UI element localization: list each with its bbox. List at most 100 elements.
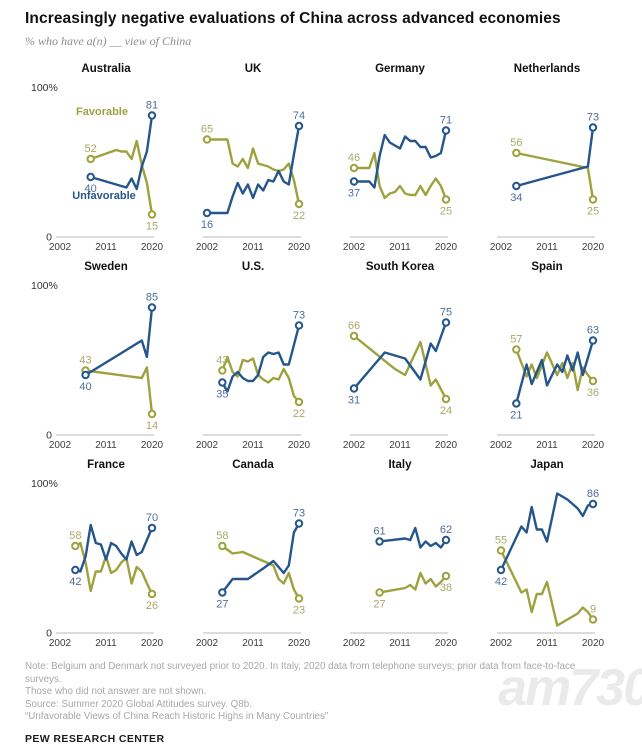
series-line-unfavorable: [74, 523, 154, 573]
value-label: 2020: [582, 242, 605, 253]
value-label: 74: [293, 110, 305, 122]
chart-country-title: Canada: [232, 459, 274, 471]
value-label: 42: [69, 576, 81, 588]
endpoint-marker: [294, 519, 304, 528]
endpoint-marker: [512, 399, 521, 408]
endpoint-marker: [294, 121, 304, 131]
value-label: 2002: [343, 242, 366, 253]
series-line-unfavorable: [221, 522, 301, 594]
value-label: 22: [293, 408, 305, 420]
endpoint-marker: [512, 181, 521, 191]
series-line-favorable: [499, 549, 595, 627]
value-label: 2011: [536, 242, 558, 253]
value-label: 2002: [196, 638, 219, 649]
value-label: 52: [85, 143, 97, 155]
chart-plot-u-s: 2002 2011 2020 43 22 35 73: [196, 310, 311, 452]
chart-plot-germany: 2002 2011 2020 46 25 37 71: [343, 115, 458, 254]
value-label: 2011: [95, 638, 117, 649]
chart-plot-italy: 2002 2011 2020 27 38 61 62: [343, 524, 458, 649]
value-label: 70: [146, 512, 158, 524]
endpoint-marker: [71, 565, 80, 575]
value-label: 2020: [288, 638, 311, 649]
series-line-favorable: [205, 138, 301, 206]
value-label: 61: [373, 526, 385, 538]
chart-country-title: Germany: [375, 63, 425, 75]
report-title: Increasingly negative evaluations of Chi…: [25, 10, 561, 27]
value-label: 27: [373, 599, 385, 611]
endpoint-marker: [218, 541, 227, 551]
series-line-favorable: [221, 544, 301, 600]
series-line-favorable: [74, 541, 154, 596]
chart-canada: Canada 2002 2011 2020 58 23 27 73: [177, 457, 324, 653]
value-label: 2020: [288, 242, 311, 253]
endpoint-marker: [218, 588, 227, 597]
chart-japan: Japan 2002 2011 2020 55 9 42 86: [471, 457, 618, 653]
value-label: 2002: [490, 440, 513, 451]
value-label: 23: [293, 605, 305, 617]
endpoint-marker: [294, 321, 304, 330]
chart-australia: Australia 100% 0 2002 2011 2020 52 15 40 81 Favora…: [30, 61, 177, 257]
value-label: 2020: [141, 638, 164, 649]
value-label: 2002: [196, 242, 219, 253]
endpoint-marker: [218, 378, 227, 387]
series-line-favorable: [515, 151, 595, 201]
favorable-series-label: Favorable: [76, 106, 128, 118]
value-label: 40: [79, 381, 91, 393]
value-label: 2011: [242, 440, 264, 451]
endpoint-marker: [441, 126, 451, 135]
chart-country-title: Italy: [388, 459, 412, 471]
chart-country-title: Spain: [531, 261, 563, 273]
series-line-unfavorable: [352, 129, 448, 189]
series-line-unfavorable: [352, 321, 448, 390]
footnote-line: Source: Summer 2020 Global Attitudes sur…: [25, 698, 252, 710]
value-label: 2020: [288, 440, 311, 451]
value-label: 14: [146, 420, 158, 432]
value-label: 2002: [49, 242, 72, 253]
series-line-unfavorable: [515, 339, 595, 405]
endpoint-marker: [588, 336, 598, 345]
chart-country-title: Sweden: [84, 261, 128, 273]
series-line-favorable: [352, 334, 448, 401]
endpoint-marker: [147, 589, 157, 599]
endpoint-marker: [147, 523, 157, 533]
value-label: 63: [587, 325, 599, 337]
value-label: 2011: [242, 242, 264, 253]
value-label: 100%: [31, 280, 58, 292]
value-label: 27: [216, 599, 228, 611]
value-label: 86: [587, 488, 599, 500]
chart-plot-uk: 2002 2011 2020 65 22 16 74: [196, 110, 311, 253]
series-line-unfavorable: [499, 492, 595, 572]
report-subtitle: % who have a(n) __ view of China: [25, 34, 192, 48]
value-label: 81: [146, 100, 158, 112]
value-label: 2020: [141, 242, 164, 253]
value-label: 43: [79, 355, 91, 367]
endpoint-marker: [375, 537, 384, 546]
unfavorable-series-label: Unfavorable: [72, 190, 136, 202]
endpoint-marker: [349, 163, 359, 173]
value-label: 75: [440, 307, 452, 319]
chart-italy: Italy 2002 2011 2020 27 38 61 62: [324, 457, 471, 653]
value-label: 55: [495, 535, 507, 547]
footnote-line: “Unfavorable Views of China Reach Histor…: [25, 711, 329, 722]
value-label: 2002: [490, 242, 513, 253]
value-label: 35: [216, 389, 228, 401]
chart-country-title: Netherlands: [513, 63, 581, 75]
value-label: 73: [293, 508, 305, 520]
value-label: 71: [440, 115, 452, 127]
series-line-unfavorable: [205, 124, 301, 215]
value-label: 25: [587, 206, 599, 218]
value-label: 2002: [343, 440, 366, 451]
value-label: 0: [46, 430, 52, 442]
value-label: 22: [293, 210, 305, 222]
value-label: 2002: [490, 638, 513, 649]
value-label: 62: [440, 524, 452, 536]
value-label: 58: [216, 530, 228, 542]
value-label: 2011: [389, 440, 411, 451]
value-label: 57: [510, 334, 522, 346]
series-line-unfavorable: [515, 126, 595, 188]
value-label: 2020: [435, 440, 458, 451]
endpoint-marker: [588, 615, 598, 624]
endpoint-marker: [147, 111, 157, 120]
footnote-line: Those who did not answer are not shown.: [25, 686, 207, 697]
